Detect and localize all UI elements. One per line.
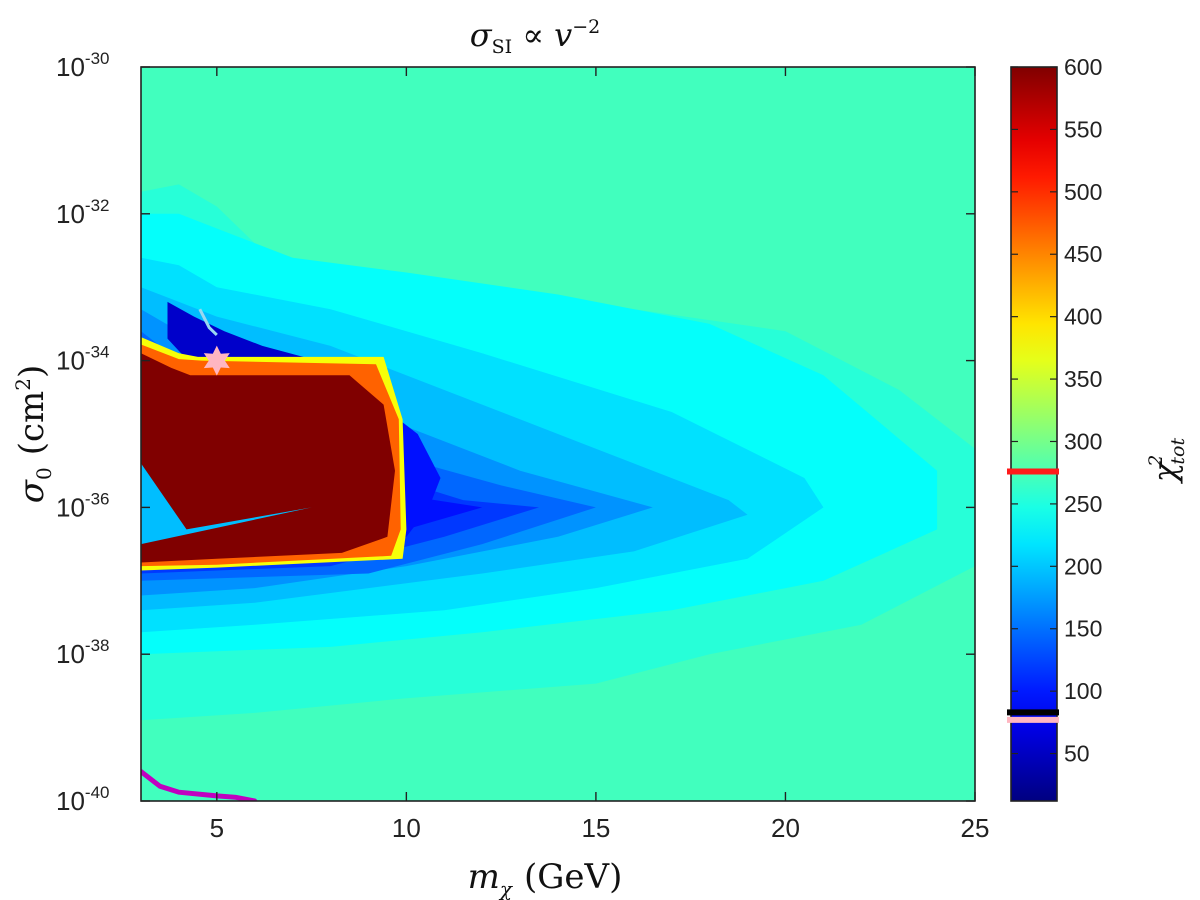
contour-region-12	[141, 353, 395, 563]
limit-curve	[141, 769, 258, 801]
contour-region-13	[141, 463, 312, 545]
contour-region-8	[167, 301, 312, 360]
x-tick-labels: 5 10 15 20 25	[210, 813, 990, 843]
plot-frame	[140, 66, 976, 802]
x-tick-label: 10	[392, 813, 421, 843]
y-tick-label: 10-34	[56, 343, 110, 376]
colorbar	[1010, 66, 1058, 802]
colorbar-tick-label: 600	[1064, 54, 1102, 80]
y-tick-label: 10-32	[56, 196, 110, 229]
colorbar-tick-label: 400	[1064, 304, 1102, 330]
colorbar-tick-label: 100	[1064, 678, 1102, 704]
y-tick-labels: 10-30 10-32 10-34 10-36 10-38 10-40	[56, 49, 110, 816]
contour-ridge	[198, 308, 218, 336]
colorbar-tick-label: 50	[1064, 741, 1090, 767]
x-tick-label: 5	[210, 813, 224, 843]
axis-tick-marks	[141, 66, 976, 802]
colorbar-tick-label: 350	[1064, 366, 1102, 392]
colorbar-tick-label: 200	[1064, 553, 1102, 579]
colorbar-tick-label: 550	[1064, 116, 1102, 142]
y-tick-label: 10-36	[56, 489, 110, 522]
colorbar-tick-label: 450	[1064, 241, 1102, 267]
colorbar-tick-label: 250	[1064, 491, 1102, 517]
colorbar-markers	[1007, 468, 1059, 723]
colorbar-ticks: 50 100 150 200 250 300 350 400 450 500 550 600	[1011, 54, 1102, 767]
y-tick-label: 10-40	[56, 783, 110, 816]
colorbar-tick-label: 300	[1064, 428, 1102, 454]
x-tick-label: 20	[771, 813, 800, 843]
chart-title: σSI ∝ v−2	[470, 16, 600, 58]
colorbar-tick-label: 150	[1064, 616, 1102, 642]
y-tick-label: 10-38	[56, 636, 110, 669]
x-tick-label: 25	[961, 813, 990, 843]
contour-regions	[141, 184, 975, 721]
best-fit-star-marker	[203, 345, 230, 376]
y-axis-label: σ0(cm2)	[11, 365, 56, 504]
colorbar-tick-label: 500	[1064, 179, 1102, 205]
plot-area	[141, 67, 975, 801]
y-tick-label: 10-30	[56, 49, 110, 82]
colorbar-label: χ2tot	[1145, 438, 1189, 485]
x-tick-label: 15	[581, 813, 610, 843]
x-axis-label: mχ (GeV)	[468, 857, 623, 900]
